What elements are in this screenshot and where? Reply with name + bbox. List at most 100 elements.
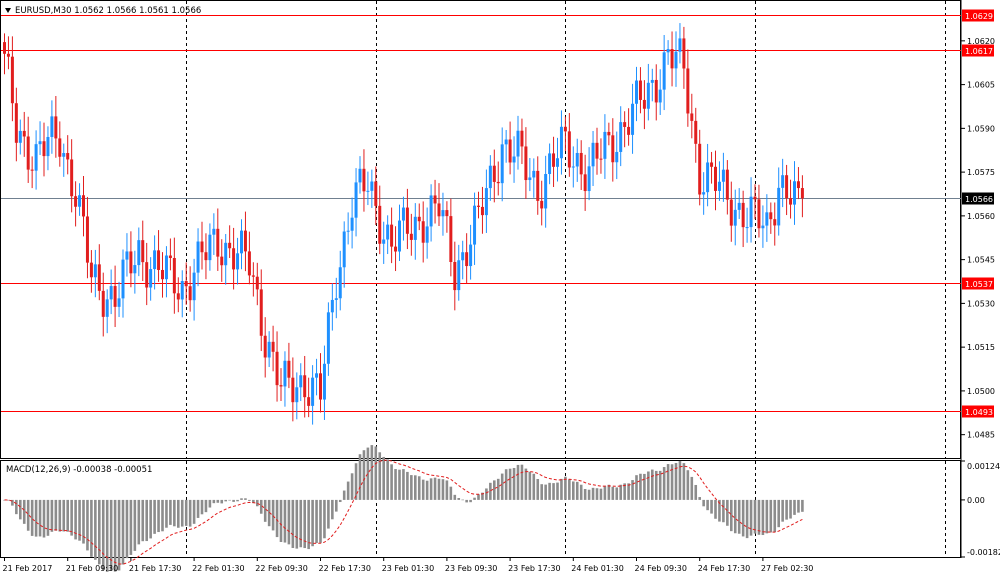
candle-body <box>749 196 753 228</box>
candle <box>58 121 62 167</box>
time-tick-label: 21 Feb 2017 <box>3 564 53 573</box>
macd-bar <box>358 454 362 500</box>
candle <box>232 227 236 290</box>
macd-bar <box>311 499 314 547</box>
horizontal-levels[interactable]: 1.0629 1.0617 1.0537 1.0493 1.0566 <box>1 9 994 418</box>
price-tick-label: 1.0545 <box>967 256 995 265</box>
candle <box>488 155 492 201</box>
candle-body <box>342 231 346 268</box>
macd-bar <box>220 499 224 504</box>
candle <box>315 358 319 396</box>
candle-body <box>477 205 480 207</box>
candle-body <box>113 286 117 307</box>
macd-bar <box>417 476 421 500</box>
macd-bar <box>714 499 717 519</box>
macd-bar <box>346 481 350 500</box>
time-tick-label: 22 Feb 01:30 <box>192 564 244 573</box>
candle-body <box>690 113 694 121</box>
macd-bar <box>631 480 634 500</box>
chart-header: EURUSD,M30 1.0562 1.0566 1.0561 1.0566 <box>15 6 201 16</box>
macd-bar <box>366 447 370 500</box>
candle <box>62 143 66 177</box>
candle <box>777 167 781 236</box>
candle <box>22 111 26 157</box>
candle <box>599 138 603 174</box>
candle-body <box>706 162 710 193</box>
macd-bar <box>259 499 263 514</box>
candle <box>638 67 642 114</box>
macd-bar <box>410 475 413 500</box>
candle-body <box>161 269 164 280</box>
candle <box>93 249 97 298</box>
macd-bar <box>591 487 595 500</box>
candle <box>236 237 240 285</box>
candle <box>6 36 10 70</box>
candle-body <box>682 38 686 69</box>
macd-bar <box>212 499 216 504</box>
candle-body <box>453 262 457 291</box>
macd-bar <box>94 499 97 560</box>
candle <box>319 353 322 413</box>
candle-body <box>504 139 508 145</box>
candle <box>228 225 232 258</box>
candle <box>145 242 149 306</box>
candle-body <box>299 375 303 388</box>
macd-bar <box>540 484 543 500</box>
candle-body <box>532 170 536 178</box>
candle <box>259 269 263 352</box>
candle-body <box>101 290 105 317</box>
macd-bar <box>26 499 30 531</box>
candle <box>453 241 457 311</box>
candle-body <box>307 397 311 406</box>
candle <box>445 201 449 233</box>
candle-body <box>674 51 678 69</box>
candle <box>793 161 796 225</box>
price-tick-label: 1.0500 <box>967 387 995 396</box>
candle <box>97 244 101 301</box>
candle-body <box>461 252 465 261</box>
candle-body <box>796 181 800 189</box>
macd-tick-label: -0.00182 <box>967 548 1000 557</box>
candle <box>10 36 14 122</box>
level-price-label-bg <box>962 277 994 290</box>
price-tick-label: 1.0605 <box>967 81 995 90</box>
macd-bar <box>46 499 50 536</box>
candle-body <box>18 130 22 143</box>
candle-body <box>3 42 6 54</box>
candle <box>477 191 480 219</box>
macd-bar <box>643 473 646 500</box>
candle-body <box>330 299 334 313</box>
candle-body <box>512 156 516 163</box>
candle <box>34 130 38 190</box>
macd-bar <box>34 499 38 537</box>
price-tick-label: 1.0530 <box>967 299 995 308</box>
price-tick-label: 1.0590 <box>967 124 995 133</box>
candle <box>682 26 686 89</box>
dropdown-triangle-icon[interactable] <box>5 8 11 13</box>
macd-bar <box>801 499 804 512</box>
macd-bar <box>473 497 476 500</box>
macd-bar <box>338 499 342 503</box>
candle-body <box>757 199 761 229</box>
candle-body <box>449 216 453 263</box>
macd-signal-line <box>4 459 803 565</box>
candle <box>492 149 496 203</box>
candle <box>761 205 765 248</box>
candle <box>785 164 789 216</box>
candle <box>737 188 741 219</box>
candle-body <box>109 286 113 300</box>
candle <box>204 233 208 280</box>
candle <box>536 156 540 215</box>
candle-body <box>216 228 220 257</box>
candle <box>243 211 247 272</box>
candle <box>650 68 654 102</box>
candle-body <box>125 251 129 260</box>
candle <box>607 122 611 146</box>
candle <box>212 213 216 255</box>
macd-bar <box>769 499 773 533</box>
candle <box>556 137 559 182</box>
macd-bar <box>42 499 46 538</box>
macd-bar <box>58 499 62 532</box>
